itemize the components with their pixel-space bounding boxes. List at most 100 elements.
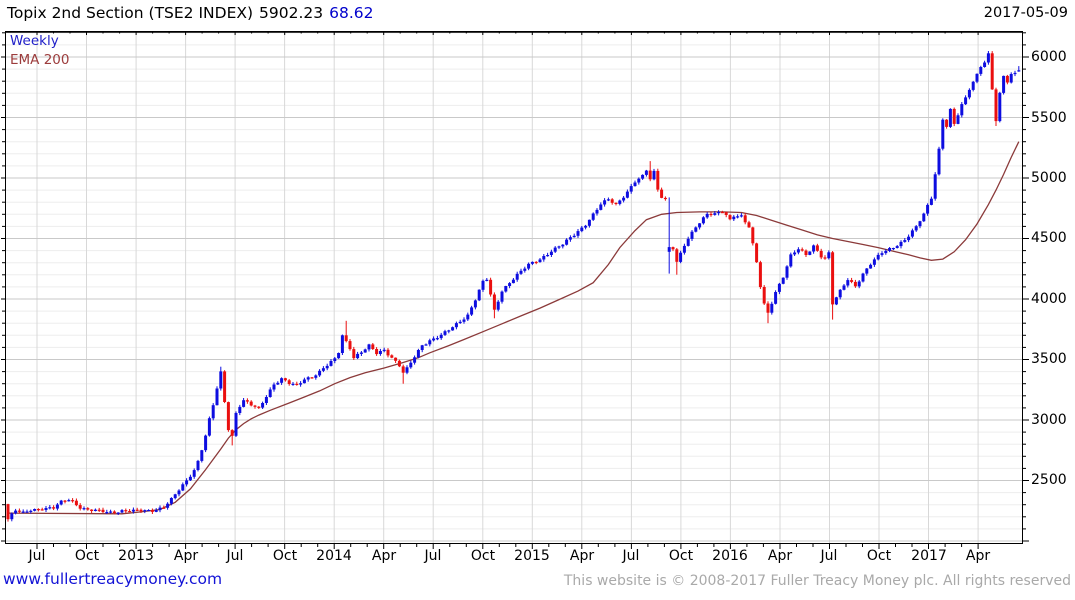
candle-body: [952, 108, 956, 124]
candle-body: [751, 227, 755, 244]
candle-body: [576, 231, 580, 236]
candle-body: [40, 509, 44, 511]
candle-body: [990, 53, 994, 90]
candle-body: [363, 349, 367, 353]
candle-body: [1005, 75, 1009, 83]
y-axis-tick-label: 5500: [1031, 110, 1067, 126]
candle-body: [762, 287, 766, 304]
candle-body: [454, 323, 458, 328]
candle-body: [462, 319, 466, 322]
candle-body: [914, 226, 918, 231]
candle-wick: [402, 364, 404, 384]
candle-body: [150, 510, 154, 512]
candle-body: [131, 509, 135, 512]
candle-body: [511, 279, 515, 284]
candle-body: [675, 249, 679, 262]
candle-body: [6, 504, 10, 520]
candle-body: [713, 213, 717, 215]
candle-body: [986, 53, 990, 63]
candle-body: [226, 402, 230, 431]
candle-body: [508, 283, 512, 286]
candle-body: [329, 361, 333, 366]
candle-body: [359, 352, 363, 354]
candle-body: [173, 494, 177, 499]
candle-wick: [136, 507, 138, 512]
candle-body: [682, 245, 686, 253]
candle-body: [59, 500, 63, 505]
candle-body: [652, 170, 656, 180]
x-axis-tick-label: Apr: [569, 548, 595, 564]
candle-body: [937, 148, 941, 175]
candle-body: [872, 259, 876, 265]
candle-body: [234, 413, 238, 436]
candle-body: [242, 400, 246, 407]
candle-body: [428, 340, 432, 345]
candle-wick: [41, 507, 43, 511]
candle-body: [101, 509, 105, 513]
footer-site-link[interactable]: www.fullertreacymoney.com: [3, 570, 223, 588]
candle-body: [139, 509, 143, 512]
candle-body: [686, 238, 690, 246]
candle-body: [302, 379, 306, 384]
candle-body: [808, 251, 812, 255]
candle-body: [629, 186, 633, 192]
candle-body: [523, 268, 527, 271]
candle-body: [97, 509, 101, 511]
candle-body: [967, 89, 971, 98]
candle-body: [796, 249, 800, 253]
candle-body: [884, 250, 888, 254]
candle-body: [728, 215, 732, 220]
candle-wick: [231, 429, 233, 446]
candle-body: [420, 345, 424, 350]
candle-body: [93, 509, 97, 511]
candle-body: [207, 418, 211, 436]
candle-wick: [91, 509, 93, 514]
candle-body: [587, 219, 591, 226]
y-axis-tick-label: 3000: [1031, 412, 1067, 428]
candle-body: [283, 378, 287, 381]
candle-body: [758, 262, 762, 288]
candle-body: [926, 204, 930, 214]
candle-body: [500, 291, 504, 302]
candle-body: [135, 509, 139, 511]
candle-body: [565, 239, 569, 245]
candle-body: [519, 270, 523, 274]
x-axis-tick-label: Oct: [866, 548, 892, 564]
candle-body: [618, 200, 622, 204]
candle-wick: [547, 252, 549, 257]
candle-body: [435, 338, 439, 340]
candle-body: [128, 511, 132, 513]
candle-body: [755, 243, 759, 263]
candle-body: [819, 250, 823, 258]
candle-body: [492, 294, 496, 310]
candle-body: [272, 384, 276, 390]
candle-body: [116, 512, 120, 514]
candle-body: [348, 341, 352, 350]
candle-body: [660, 189, 664, 198]
candle-body: [185, 480, 189, 485]
instrument-name: Topix 2nd Section (TSE2 INDEX): [7, 4, 254, 22]
candle-wick: [345, 320, 347, 343]
candle-body: [177, 490, 181, 495]
candle-body: [648, 170, 652, 180]
candle-body: [71, 500, 75, 502]
candle-body: [245, 400, 249, 402]
candle-wick: [486, 278, 488, 282]
candle-body: [694, 227, 698, 232]
candle-body: [701, 217, 705, 224]
y-axis-tick-label: 5000: [1031, 170, 1067, 186]
candle-body: [333, 358, 337, 361]
candle-body: [405, 367, 409, 373]
candle-body: [774, 292, 778, 304]
candle-body: [1009, 74, 1013, 83]
candle-body: [162, 507, 166, 509]
candle-body: [1002, 75, 1006, 93]
candle-body: [416, 350, 420, 358]
candle-body: [196, 460, 200, 470]
x-axis-tick-label: 2013: [118, 548, 154, 564]
candle-body: [948, 108, 952, 127]
candle-body: [850, 280, 854, 282]
candle-body: [477, 289, 481, 301]
candle-body: [724, 212, 728, 215]
candle-body: [443, 331, 447, 335]
